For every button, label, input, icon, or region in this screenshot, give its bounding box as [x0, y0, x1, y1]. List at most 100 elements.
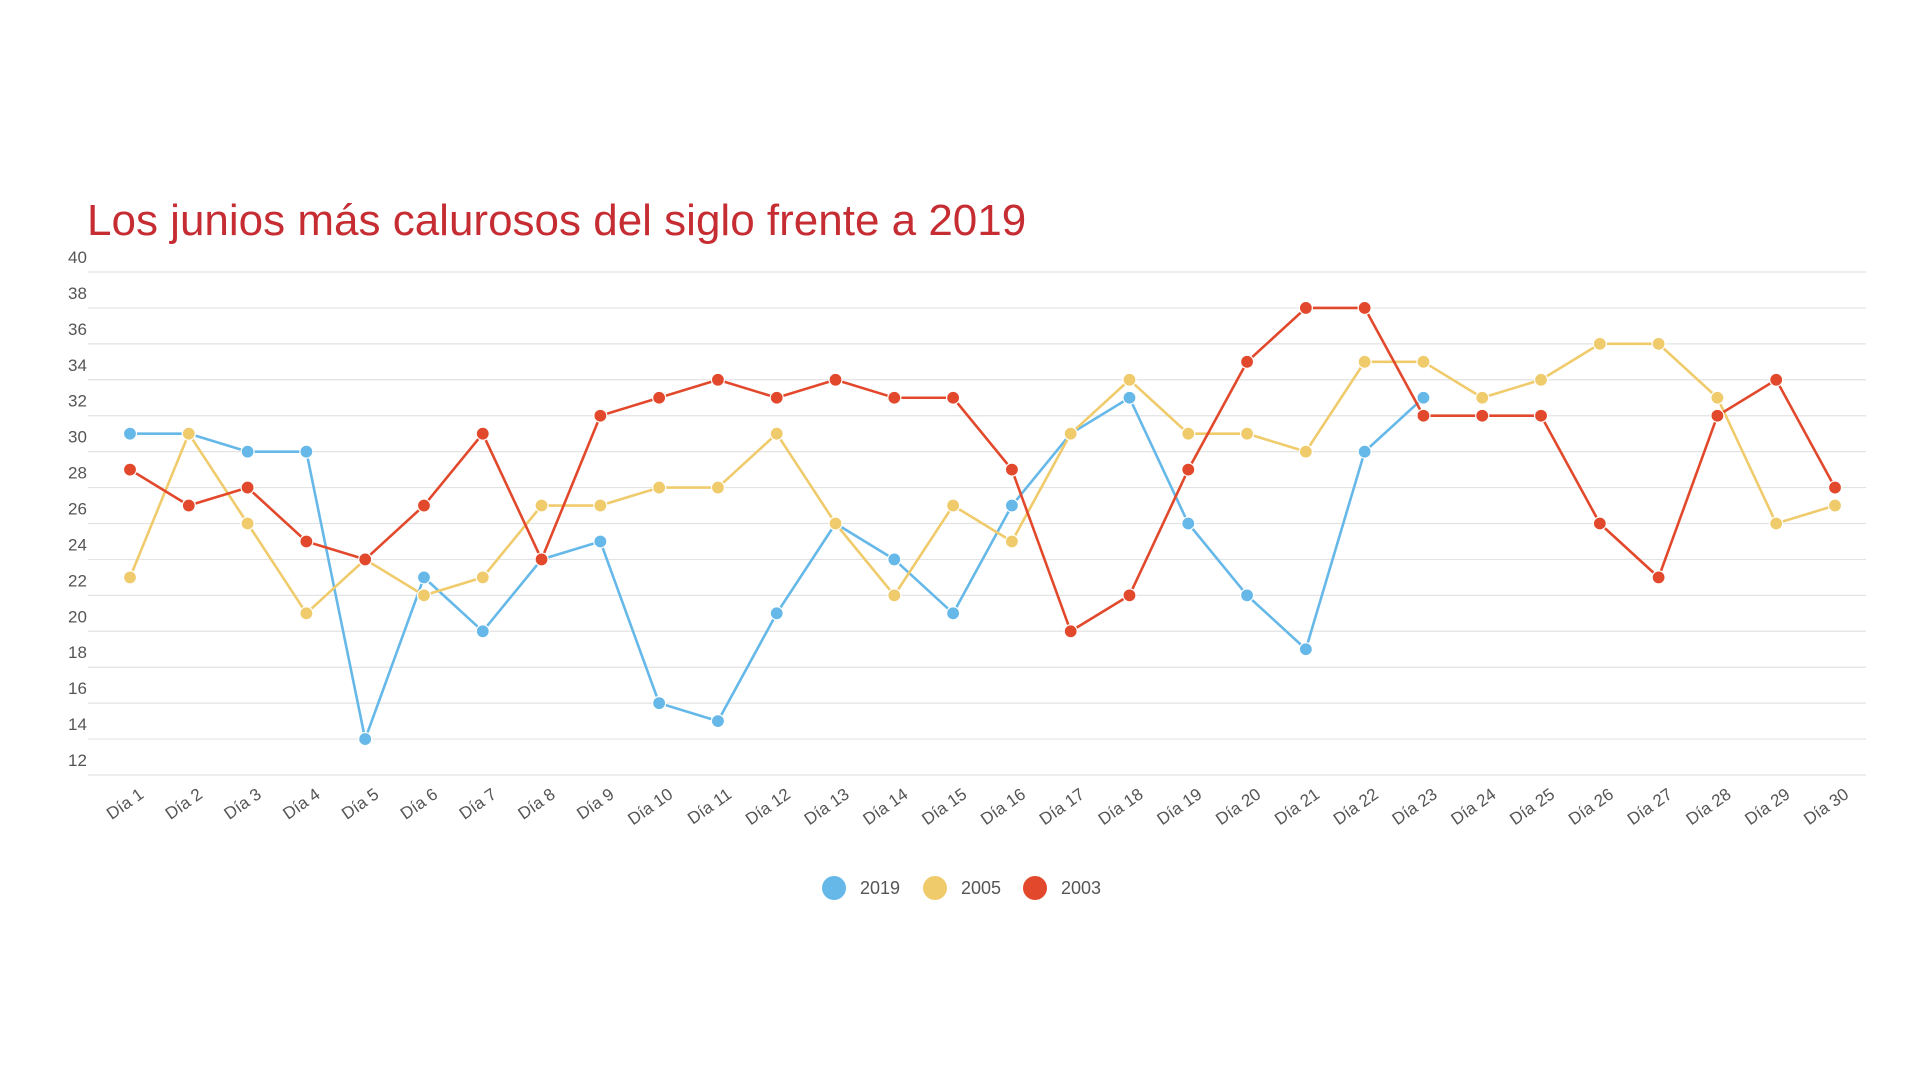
- legend-marker: [1023, 876, 1047, 900]
- data-point-2003: [1533, 408, 1549, 423]
- x-tick-label: Día 28: [1683, 785, 1735, 829]
- x-tick-label: Día 15: [918, 785, 970, 829]
- data-point-2003: [946, 390, 961, 405]
- y-axis-ticks: 12 14 16 18 20 22 24 26 28 30 32 34 36 38 40: [68, 248, 87, 770]
- x-tick-label: Día 21: [1271, 785, 1323, 829]
- data-point-2003: [593, 408, 608, 423]
- data-point-2019: [1239, 588, 1255, 603]
- series-line-2003: [129, 306, 1837, 633]
- x-tick-label: Día 24: [1447, 785, 1499, 829]
- data-point-2003: [122, 462, 138, 477]
- x-tick-label: Día 18: [1095, 785, 1147, 829]
- data-point-2019: [1416, 390, 1431, 405]
- data-point-2003: [240, 480, 255, 495]
- data-point-2019: [1122, 390, 1137, 405]
- data-point-2003: [1063, 624, 1078, 639]
- grid-lines: [88, 271, 1866, 776]
- data-point-2005: [887, 588, 902, 603]
- x-tick-label: Día 4: [279, 785, 323, 824]
- x-tick-label: Día 29: [1741, 785, 1793, 829]
- data-point-2005: [1475, 390, 1490, 405]
- data-point-2019: [1357, 444, 1372, 459]
- data-point-2019: [1004, 498, 1019, 513]
- data-point-2003: [1122, 588, 1137, 603]
- data-point-2019: [593, 534, 608, 549]
- x-tick-label: Día 22: [1330, 785, 1382, 829]
- y-tick-label: 36: [68, 320, 87, 339]
- data-point-2005: [1239, 426, 1255, 441]
- data-point-2005: [122, 570, 138, 585]
- x-tick-label: Día 1: [103, 785, 147, 824]
- data-point-2003: [358, 552, 373, 567]
- data-point-2003: [534, 552, 549, 567]
- y-tick-label: 12: [68, 751, 87, 770]
- data-point-2003: [299, 534, 314, 549]
- data-point-2003: [416, 498, 432, 513]
- data-point-2003: [1769, 372, 1784, 387]
- data-point-2005: [416, 588, 432, 603]
- legend-item-2019: 2019: [822, 876, 900, 900]
- data-point-2005: [1181, 426, 1196, 441]
- data-point-2003: [1592, 516, 1607, 531]
- data-point-2005: [181, 426, 196, 441]
- data-point-2005: [1769, 516, 1784, 531]
- data-point-2003: [1651, 570, 1666, 585]
- legend-marker: [822, 876, 846, 900]
- data-point-2005: [652, 480, 667, 495]
- y-tick-label: 40: [68, 248, 87, 267]
- x-tick-label: Día 19: [1154, 785, 1206, 829]
- series-2003: [122, 300, 1843, 639]
- data-point-2005: [1004, 534, 1019, 549]
- data-point-2003: [1239, 354, 1255, 369]
- x-tick-label: Día 7: [456, 785, 500, 824]
- series-lines: [122, 300, 1843, 747]
- x-tick-label: Día 2: [162, 785, 206, 824]
- data-point-2005: [534, 498, 549, 513]
- y-tick-label: 26: [68, 500, 87, 519]
- data-point-2019: [122, 426, 138, 441]
- data-point-2005: [299, 606, 314, 621]
- data-point-2019: [1181, 516, 1196, 531]
- data-point-2003: [1475, 408, 1490, 423]
- y-tick-label: 32: [68, 392, 87, 411]
- x-tick-label: Día 17: [1036, 785, 1088, 829]
- legend-label: 2003: [1061, 878, 1101, 898]
- data-point-2003: [887, 390, 902, 405]
- data-point-2003: [1298, 300, 1313, 316]
- x-tick-label: Día 30: [1800, 785, 1852, 829]
- data-point-2005: [1063, 426, 1078, 441]
- legend-item-2005: 2005: [923, 876, 1001, 900]
- series-2005: [122, 336, 1843, 621]
- data-point-2003: [1181, 462, 1196, 477]
- data-point-2005: [240, 516, 255, 531]
- data-point-2005: [946, 498, 961, 513]
- data-point-2005: [593, 498, 608, 513]
- legend-marker: [923, 876, 947, 900]
- legend: 2019 2005 2003: [822, 876, 1101, 900]
- x-tick-label: Día 9: [573, 785, 617, 824]
- data-point-2005: [1416, 354, 1431, 369]
- data-point-2003: [828, 372, 843, 387]
- y-tick-label: 22: [68, 571, 87, 590]
- legend-label: 2019: [860, 878, 900, 898]
- x-tick-label: Día 11: [684, 785, 735, 829]
- data-point-2005: [1533, 372, 1549, 387]
- x-tick-label: Día 20: [1212, 785, 1264, 829]
- data-point-2003: [1357, 300, 1372, 316]
- data-point-2005: [769, 426, 784, 441]
- legend-item-2003: 2003: [1023, 876, 1101, 900]
- chart-title: Los junios más calurosos del siglo frent…: [87, 196, 1027, 245]
- data-point-2003: [769, 390, 784, 405]
- y-tick-label: 28: [68, 464, 87, 483]
- y-tick-label: 30: [68, 428, 87, 447]
- data-point-2005: [1827, 498, 1843, 513]
- y-tick-label: 20: [68, 607, 87, 626]
- data-point-2019: [475, 624, 490, 639]
- data-point-2003: [181, 498, 196, 513]
- data-point-2003: [1827, 480, 1843, 495]
- series-2019: [122, 390, 1431, 747]
- y-tick-label: 24: [68, 535, 87, 554]
- x-tick-label: Día 13: [801, 785, 853, 829]
- y-tick-label: 16: [68, 679, 87, 698]
